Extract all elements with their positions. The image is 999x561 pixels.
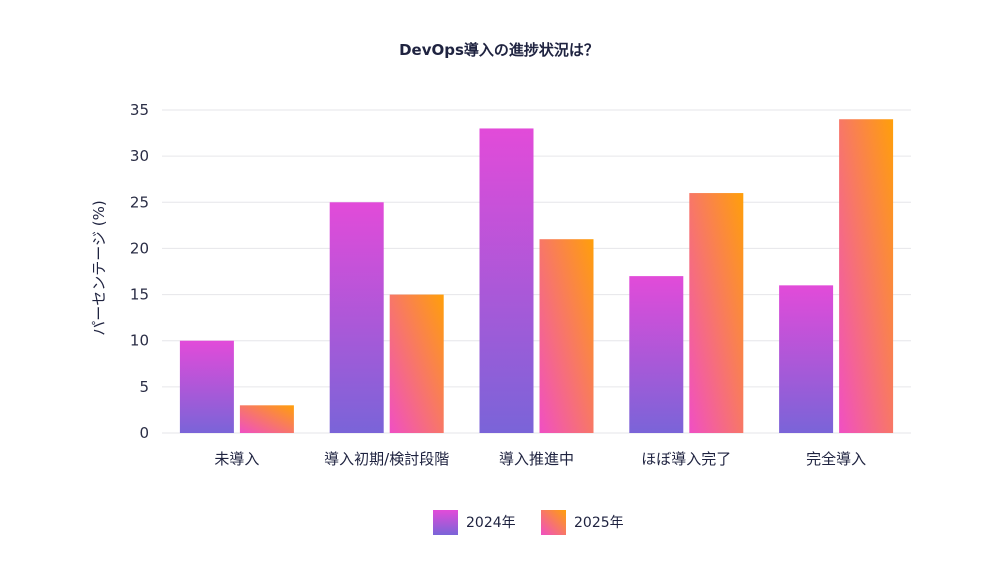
legend-swatch [433,510,458,535]
chart-title: DevOps導入の進捗状況は？ [399,41,599,59]
bar-2024 [629,276,684,433]
y-tick-label: 10 [130,332,149,350]
x-category-label: 未導入 [214,450,259,468]
bar-2025 [539,239,594,433]
y-tick-label: 25 [130,193,149,211]
y-axis-label: パーセンテージ (%) [90,200,108,335]
bar-2024 [179,340,234,433]
bar-2025 [389,294,444,433]
y-tick-label: 30 [130,147,149,165]
legend-label: 2024年 [466,515,516,531]
x-category-label: 導入初期/検討段階 [324,450,449,468]
bar-2025 [689,193,744,433]
x-category-label: ほぼ導入完了 [641,450,731,468]
bar-2025 [239,405,294,433]
bar-2024 [329,202,384,433]
legend-swatch [541,510,566,535]
y-tick-label: 20 [130,239,149,257]
bar-2025 [839,119,894,433]
y-tick-label: 0 [139,424,149,442]
x-category-label: 完全導入 [806,450,866,468]
y-tick-label: 5 [139,378,149,396]
legend-label: 2025年 [574,515,624,531]
bar-2024 [479,128,534,433]
x-category-label: 導入推進中 [499,450,574,468]
y-tick-label: 35 [130,101,149,119]
y-tick-label: 15 [130,286,149,304]
bar-2024 [779,285,834,433]
